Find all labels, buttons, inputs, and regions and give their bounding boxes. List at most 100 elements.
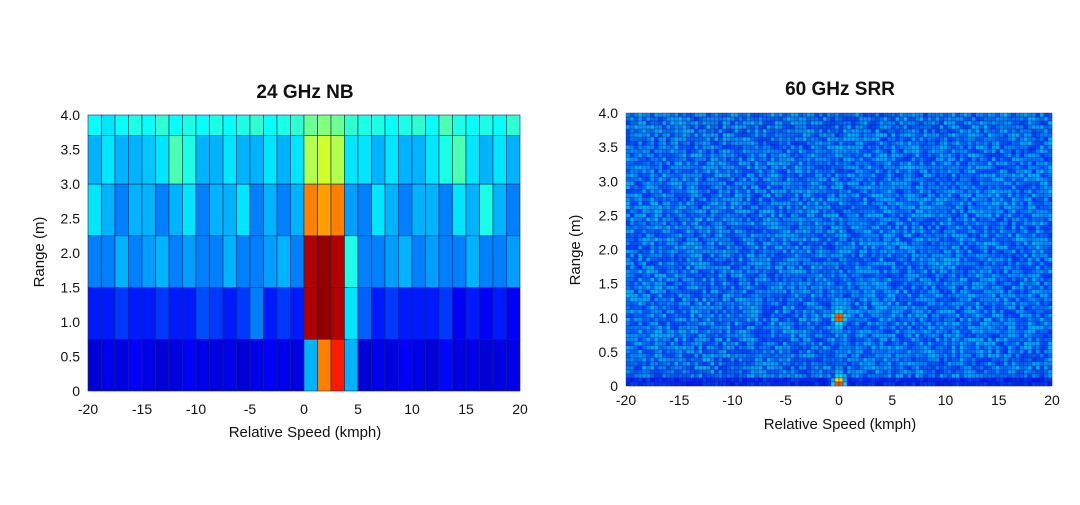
heatmap-cell: [649, 136, 655, 142]
heatmap-cell: [955, 152, 960, 158]
heatmap-cell: [754, 217, 759, 222]
heatmap-cell: [726, 156, 731, 162]
heatmap-cell: [846, 140, 852, 146]
heatmap-cell: [947, 221, 952, 226]
heatmap-cell: [915, 281, 920, 286]
heatmap-cell: [939, 249, 944, 254]
heatmap-cell: [742, 237, 747, 242]
heatmap-cell: [959, 197, 964, 202]
heatmap-cell: [895, 112, 900, 118]
heatmap-cell: [870, 128, 876, 134]
heatmap-cell: [975, 161, 980, 166]
heatmap-cell: [686, 177, 691, 182]
heatmap-cell: [983, 273, 988, 278]
heatmap-cell: [746, 189, 751, 194]
heatmap-cell: [947, 281, 952, 286]
heatmap-cell: [971, 116, 976, 122]
heatmap-cell: [834, 161, 840, 166]
heatmap-cell: [690, 221, 695, 226]
heatmap-cell: [1027, 140, 1033, 146]
heatmap-cell: [762, 189, 767, 194]
heatmap-cell: [995, 221, 1000, 226]
heatmap-cell: [915, 181, 920, 186]
heatmap-cell: [774, 165, 779, 170]
heatmap-cell: [641, 257, 647, 262]
heatmap-cell: [141, 287, 156, 340]
heatmap-cell: [686, 245, 691, 250]
heatmap-cell: [891, 213, 896, 218]
heatmap-cell: [794, 148, 800, 154]
heatmap-cell: [1027, 229, 1033, 234]
heatmap-cell: [1011, 148, 1017, 154]
heatmap-cell: [979, 132, 984, 138]
heatmap-cell: [822, 205, 828, 210]
heatmap-cell: [782, 213, 787, 218]
heatmap-cell: [778, 177, 783, 182]
heatmap-cell: [1011, 120, 1017, 126]
heatmap-cell: [666, 229, 671, 234]
heatmap-cell: [762, 169, 767, 174]
heatmap-cell: [371, 135, 386, 185]
heatmap-cell: [702, 253, 707, 258]
heatmap-cell: [625, 265, 631, 270]
heatmap-cell: [750, 165, 755, 170]
heatmap-cell: [802, 152, 808, 158]
heatmap-cell: [690, 197, 695, 202]
heatmap-cell: [951, 177, 956, 182]
heatmap-cell: [128, 183, 143, 237]
heatmap-cell: [915, 205, 920, 210]
heatmap-cell: [866, 249, 872, 254]
heatmap-cell: [927, 241, 932, 246]
heatmap-cell: [846, 116, 852, 122]
heatmap-cell: [1047, 136, 1053, 142]
heatmap-cell: [1023, 217, 1029, 222]
heatmap-cell: [854, 201, 860, 206]
heatmap-cell: [678, 156, 683, 162]
heatmap-cell: [822, 132, 828, 138]
heatmap-cell: [718, 257, 723, 262]
heatmap-cell: [734, 217, 739, 222]
heatmap-cell: [911, 140, 916, 146]
heatmap-cell: [1043, 209, 1049, 214]
heatmap-cell: [923, 261, 928, 266]
heatmap-cell: [742, 144, 747, 150]
heatmap-cell: [975, 273, 980, 278]
heatmap-cell: [1015, 205, 1021, 210]
heatmap-cell: [915, 161, 920, 166]
heatmap-cell: [911, 136, 916, 142]
heatmap-cell: [1039, 185, 1045, 190]
heatmap-cell: [1023, 237, 1029, 242]
heatmap-cell: [1043, 144, 1049, 150]
heatmap-cell: [168, 183, 183, 237]
heatmap-cell: [826, 189, 832, 194]
heatmap-cell: [850, 285, 856, 290]
heatmap-cell: [874, 281, 880, 286]
heatmap-cell: [842, 161, 848, 166]
heatmap-cell: [979, 112, 984, 118]
heatmap-cell: [661, 173, 667, 178]
heatmap-cell: [883, 169, 888, 174]
heatmap-cell: [734, 277, 739, 282]
heatmap-cell: [979, 237, 984, 242]
heatmap-cell: [670, 156, 675, 162]
heatmap-cell: [645, 257, 651, 262]
heatmap-cell: [923, 217, 928, 222]
heatmap-cell: [754, 112, 759, 118]
heatmap-cell: [834, 289, 840, 294]
heatmap-cell: [818, 233, 824, 238]
heatmap-cell: [734, 161, 739, 166]
heatmap-cell: [1031, 213, 1037, 218]
heatmap-cell: [1047, 233, 1053, 238]
heatmap-cell: [826, 161, 832, 166]
heatmap-cell: [862, 152, 868, 158]
heatmap-cell: [834, 116, 840, 122]
heatmap-cell: [995, 169, 1000, 174]
heatmap-cell: [641, 265, 647, 270]
heatmap-cell: [653, 116, 659, 122]
heatmap-cell: [738, 152, 743, 158]
heatmap-cell: [999, 185, 1004, 190]
heatmap-cell: [959, 229, 964, 234]
heatmap-cell: [637, 173, 643, 178]
heatmap-cell: [923, 193, 928, 198]
heatmap-cell: [633, 152, 639, 158]
